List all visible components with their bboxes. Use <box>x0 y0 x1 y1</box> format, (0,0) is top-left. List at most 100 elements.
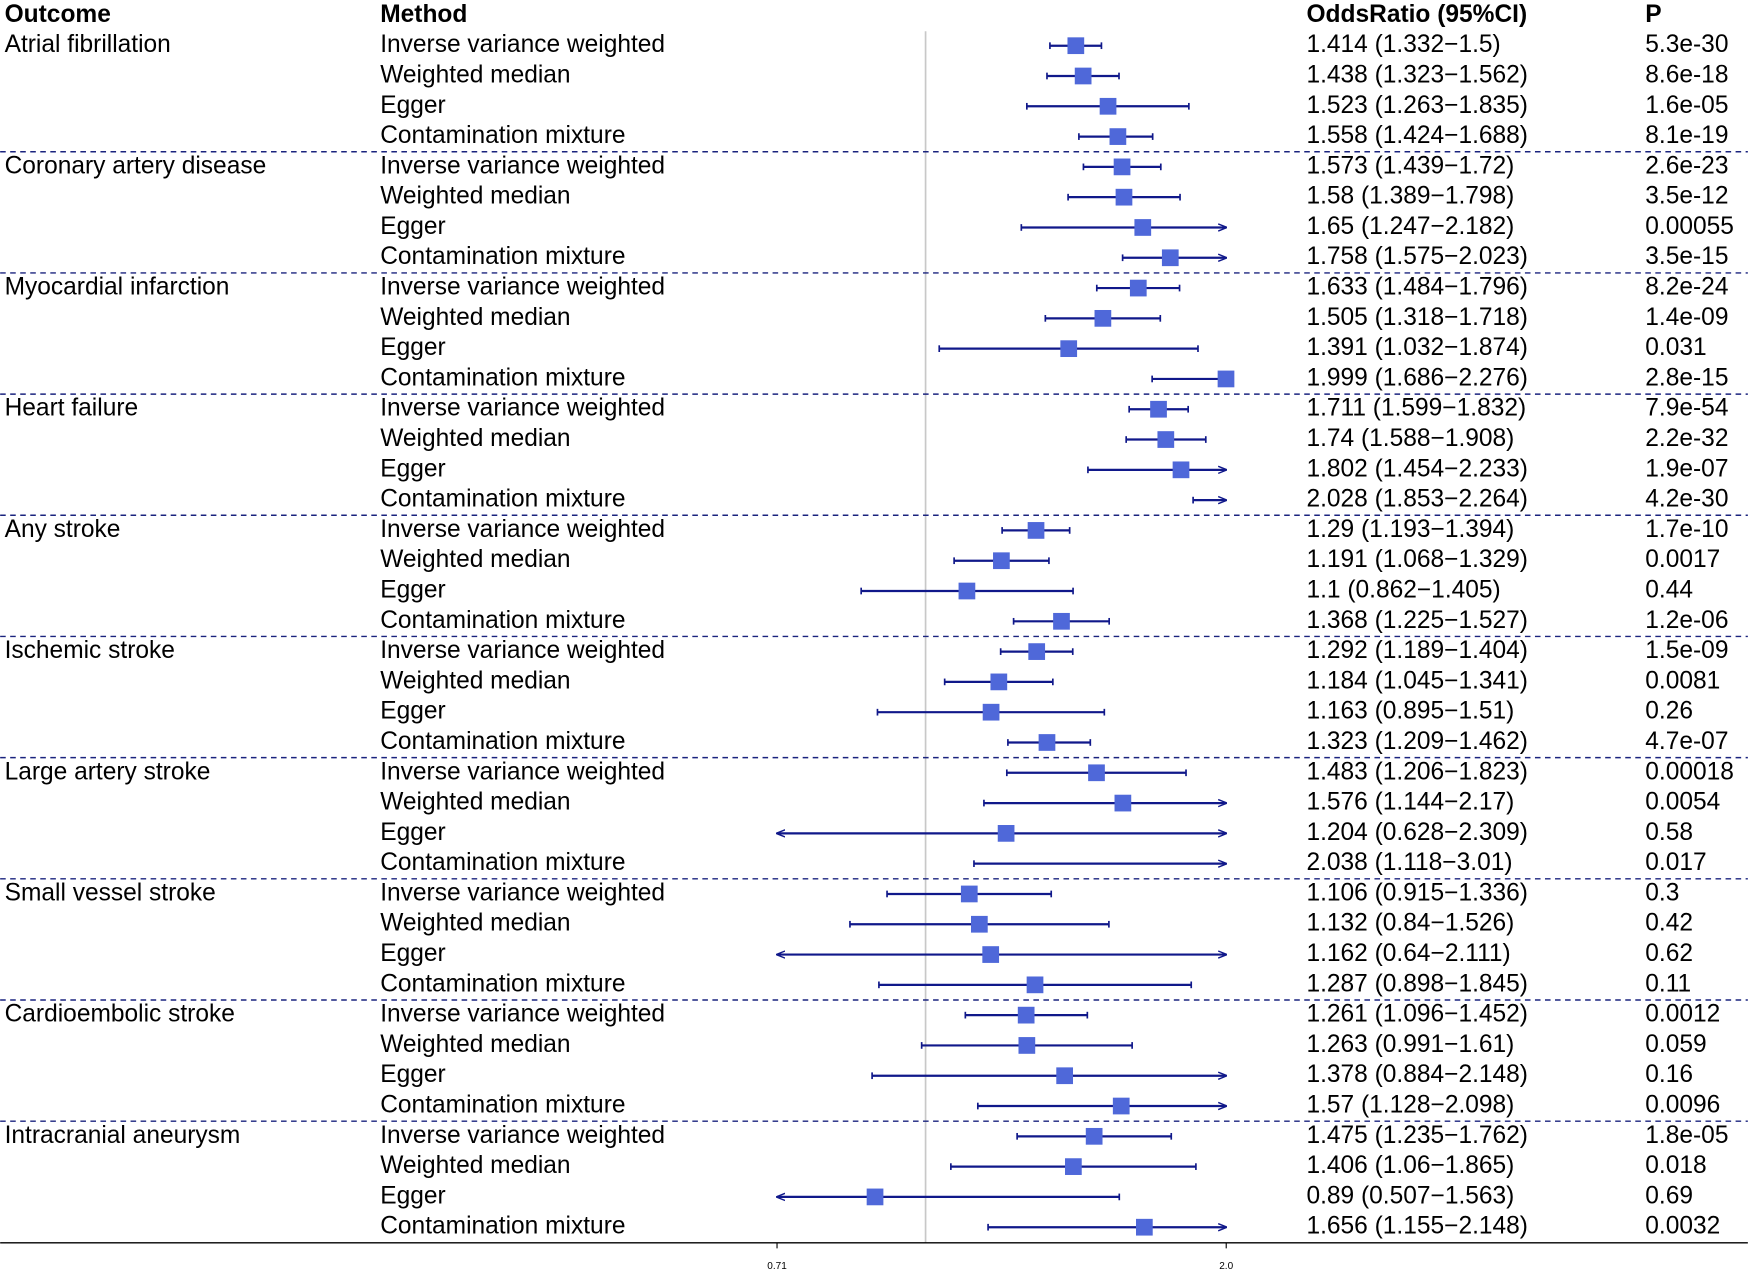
method-label: Egger <box>380 698 445 725</box>
estimate-label: 1.656 (1.155−2.148) <box>1306 1213 1528 1240</box>
point-estimate <box>1094 309 1112 327</box>
point-estimate <box>1038 734 1056 751</box>
estimate-label: 1.475 (1.235−1.762) <box>1306 1122 1528 1149</box>
p-label: 0.017 <box>1645 849 1706 876</box>
p-label: 1.8e-05 <box>1645 1122 1728 1149</box>
point-estimate <box>1028 643 1046 660</box>
method-label: Weighted median <box>380 1031 570 1058</box>
outcome-label: Cardioembolic stroke <box>5 1001 235 1028</box>
estimate-label: 1.758 (1.575−2.023) <box>1306 243 1528 270</box>
method-label: Inverse variance weighted <box>380 152 665 179</box>
point-estimate <box>1150 400 1167 418</box>
estimate-label: 1.263 (0.991−1.61) <box>1306 1031 1514 1058</box>
p-label: 0.0032 <box>1645 1213 1720 1240</box>
estimate-label: 1.633 (1.484−1.796) <box>1306 274 1528 301</box>
p-label: 0.44 <box>1645 576 1693 603</box>
method-label: Egger <box>380 1061 445 1088</box>
point-estimate <box>1027 522 1045 539</box>
p-label: 0.11 <box>1645 970 1691 997</box>
method-label: Inverse variance weighted <box>380 274 665 301</box>
point-estimate <box>982 703 1000 721</box>
point-estimate <box>1085 1127 1103 1145</box>
estimate-label: 1.287 (0.898−1.845) <box>1306 970 1528 997</box>
p-label: 3.5e-12 <box>1645 183 1728 210</box>
point-estimate <box>1018 1037 1036 1054</box>
p-label: 0.16 <box>1645 1061 1693 1088</box>
estimate-label: 1.191 (1.068−1.329) <box>1306 546 1528 573</box>
point-estimate <box>1056 1067 1074 1085</box>
outcome-label: Atrial fibrillation <box>5 31 171 58</box>
p-label: 8.2e-24 <box>1645 274 1728 301</box>
p-label: 0.0054 <box>1645 789 1720 816</box>
estimate-label: 1.29 (1.193−1.394) <box>1306 516 1514 543</box>
point-estimate <box>1172 461 1190 479</box>
x-tick-label: 2.0 <box>1219 1261 1233 1272</box>
p-label: 2.6e-23 <box>1645 152 1728 179</box>
method-label: Weighted median <box>380 789 570 816</box>
estimate-label: 1.261 (1.096−1.452) <box>1306 1001 1528 1028</box>
point-estimate <box>1134 219 1152 236</box>
p-label: 0.031 <box>1645 334 1706 361</box>
outcome-label: Coronary artery disease <box>5 152 267 179</box>
method-label: Weighted median <box>380 304 570 331</box>
method-label: Egger <box>380 1182 445 1209</box>
estimate-label: 1.74 (1.588−1.908) <box>1306 425 1514 452</box>
point-estimate <box>1099 97 1117 115</box>
outcome-label: Large artery stroke <box>5 758 211 785</box>
estimate-label: 1.378 (0.884−2.148) <box>1306 1061 1528 1088</box>
estimate-label: 1.523 (1.263−1.835) <box>1306 92 1528 119</box>
point-estimate <box>970 915 988 933</box>
point-estimate <box>1112 1097 1130 1115</box>
point-estimate <box>982 946 1000 963</box>
outcome-label: Heart failure <box>5 395 139 422</box>
method-label: Inverse variance weighted <box>380 516 665 543</box>
estimate-label: 1.57 (1.128−2.098) <box>1306 1092 1514 1119</box>
point-estimate <box>1065 1158 1082 1175</box>
p-label: 0.62 <box>1645 940 1693 967</box>
p-label: 1.6e-05 <box>1645 92 1728 119</box>
method-label: Weighted median <box>380 183 570 210</box>
estimate-label: 1.573 (1.439−1.72) <box>1306 152 1514 179</box>
method-label: Inverse variance weighted <box>380 637 665 664</box>
outcome-label: Intracranial aneurysm <box>5 1122 241 1149</box>
p-label: 0.42 <box>1645 910 1693 937</box>
p-label: 8.1e-19 <box>1645 122 1728 149</box>
header-estimate: OddsRatio (95%CI) <box>1306 1 1527 28</box>
method-label: Weighted median <box>380 546 570 573</box>
method-label: Egger <box>380 213 445 240</box>
estimate-label: 2.038 (1.118−3.01) <box>1306 849 1512 876</box>
estimate-label: 2.028 (1.853−2.264) <box>1306 486 1528 513</box>
point-estimate <box>1088 764 1105 782</box>
method-label: Inverse variance weighted <box>380 31 665 58</box>
method-label: Inverse variance weighted <box>380 1001 665 1028</box>
p-label: 0.69 <box>1645 1182 1693 1209</box>
p-label: 0.018 <box>1645 1152 1706 1179</box>
method-label: Egger <box>380 334 445 361</box>
method-label: Inverse variance weighted <box>380 1122 665 1149</box>
method-label: Contamination mixture <box>380 849 625 876</box>
estimate-label: 1.438 (1.323−1.562) <box>1306 61 1528 88</box>
estimate-label: 1.576 (1.144−2.17) <box>1306 789 1514 816</box>
estimate-label: 1.184 (1.045−1.341) <box>1306 667 1528 694</box>
p-label: 8.6e-18 <box>1645 61 1728 88</box>
estimate-label: 1.414 (1.332−1.5) <box>1306 31 1500 58</box>
outcome-label: Any stroke <box>5 516 121 543</box>
point-estimate <box>1053 612 1070 630</box>
point-estimate <box>1060 340 1078 358</box>
method-label: Egger <box>380 455 445 482</box>
estimate-label: 1.292 (1.189−1.404) <box>1306 637 1528 664</box>
p-label: 1.4e-09 <box>1645 304 1728 331</box>
method-label: Contamination mixture <box>380 364 625 391</box>
p-label: 0.26 <box>1645 698 1693 725</box>
p-label: 1.9e-07 <box>1645 455 1728 482</box>
point-estimate <box>1114 794 1132 812</box>
outcome-label: Myocardial infarction <box>5 274 230 301</box>
point-estimate <box>866 1188 884 1206</box>
method-label: Egger <box>380 92 445 119</box>
point-estimate <box>1217 370 1235 388</box>
method-label: Contamination mixture <box>380 1213 625 1240</box>
estimate-label: 1.163 (0.895−1.51) <box>1306 698 1514 725</box>
estimate-label: 1.162 (0.64−2.111) <box>1306 940 1510 967</box>
x-tick-label: 0.71 <box>767 1261 787 1272</box>
